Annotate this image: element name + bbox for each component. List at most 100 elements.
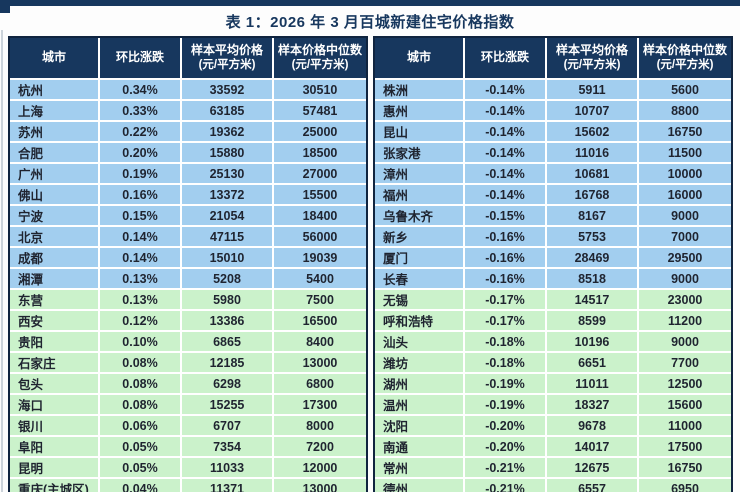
median-price-cell: 12500: [639, 374, 731, 395]
col-header-avg-price: 样本平均价格 (元/平方米): [547, 38, 639, 80]
median-price-cell: 13000: [274, 353, 366, 374]
city-cell: 阜阳: [10, 437, 100, 458]
table-row: 南通 -0.20% 14017 17500: [375, 437, 731, 458]
avg-price-cell: 21054: [182, 206, 274, 227]
change-cell: -0.19%: [465, 374, 547, 395]
change-cell: 0.13%: [100, 290, 182, 311]
change-cell: 0.08%: [100, 374, 182, 395]
table-row: 呼和浩特 -0.17% 8599 11200: [375, 311, 731, 332]
avg-price-cell: 15880: [182, 143, 274, 164]
change-cell: 0.12%: [100, 311, 182, 332]
avg-price-cell: 25130: [182, 164, 274, 185]
price-table-right: 城市 环比涨跌 样本平均价格 (元/平方米) 样本价格中位数 (元/平方米) 株洲 -…: [373, 36, 733, 492]
median-price-cell: 57481: [274, 101, 366, 122]
median-price-cell: 8800: [639, 101, 731, 122]
change-cell: 0.22%: [100, 122, 182, 143]
tables-container: 城市 环比涨跌 样本平均价格 (元/平方米) 样本价格中位数 (元/平方米) 杭州 0…: [8, 36, 733, 492]
table-row: 湖州 -0.19% 11011 12500: [375, 374, 731, 395]
table-row: 张家港 -0.14% 11016 11500: [375, 143, 731, 164]
median-price-cell: 6800: [274, 374, 366, 395]
table-row: 佛山 0.16% 13372 15500: [10, 185, 366, 206]
city-cell: 昆明: [10, 458, 100, 479]
city-cell: 新乡: [375, 227, 465, 248]
avg-price-cell: 19362: [182, 122, 274, 143]
change-cell: 0.04%: [100, 479, 182, 492]
median-price-cell: 23000: [639, 290, 731, 311]
top-left-mark: [0, 0, 10, 13]
avg-price-cell: 6651: [547, 353, 639, 374]
change-cell: 0.13%: [100, 269, 182, 290]
median-price-cell: 15500: [274, 185, 366, 206]
city-cell: 佛山: [10, 185, 100, 206]
change-cell: -0.18%: [465, 332, 547, 353]
avg-price-cell: 9678: [547, 416, 639, 437]
table-row: 西安 0.12% 13386 16500: [10, 311, 366, 332]
table-row: 合肥 0.20% 15880 18500: [10, 143, 366, 164]
avg-price-cell: 15255: [182, 395, 274, 416]
median-price-cell: 27000: [274, 164, 366, 185]
city-cell: 福州: [375, 185, 465, 206]
city-cell: 北京: [10, 227, 100, 248]
col-header-city: 城市: [375, 38, 465, 80]
avg-price-cell: 6865: [182, 332, 274, 353]
median-price-cell: 17300: [274, 395, 366, 416]
change-cell: -0.14%: [465, 185, 547, 206]
median-price-cell: 19039: [274, 248, 366, 269]
median-price-cell: 16750: [639, 122, 731, 143]
table-row: 新乡 -0.16% 5753 7000: [375, 227, 731, 248]
change-cell: -0.21%: [465, 458, 547, 479]
table-row: 潍坊 -0.18% 6651 7700: [375, 353, 731, 374]
city-cell: 西安: [10, 311, 100, 332]
city-cell: 温州: [375, 395, 465, 416]
table-row: 无锡 -0.17% 14517 23000: [375, 290, 731, 311]
change-cell: -0.15%: [465, 206, 547, 227]
median-price-cell: 9000: [639, 269, 731, 290]
change-cell: 0.14%: [100, 227, 182, 248]
table-row: 惠州 -0.14% 10707 8800: [375, 101, 731, 122]
avg-price-cell: 6557: [547, 479, 639, 492]
city-cell: 常州: [375, 458, 465, 479]
median-price-cell: 8000: [274, 416, 366, 437]
avg-price-cell: 11371: [182, 479, 274, 492]
table-row: 汕头 -0.18% 10196 9000: [375, 332, 731, 353]
change-cell: 0.34%: [100, 80, 182, 101]
change-cell: -0.14%: [465, 122, 547, 143]
avg-price-cell: 10196: [547, 332, 639, 353]
city-cell: 株洲: [375, 80, 465, 101]
median-price-cell: 8400: [274, 332, 366, 353]
page-edge-line: [1, 30, 3, 492]
city-cell: 呼和浩特: [375, 311, 465, 332]
change-cell: -0.14%: [465, 164, 547, 185]
table-title: 表 1：2026 年 3 月百城新建住宅价格指数: [225, 14, 515, 31]
price-table-left: 城市 环比涨跌 样本平均价格 (元/平方米) 样本价格中位数 (元/平方米) 杭州 0…: [8, 36, 368, 492]
city-cell: 德州: [375, 479, 465, 492]
avg-price-cell: 14517: [547, 290, 639, 311]
median-price-cell: 29500: [639, 248, 731, 269]
median-price-cell: 7500: [274, 290, 366, 311]
table-row: 海口 0.08% 15255 17300: [10, 395, 366, 416]
change-cell: -0.14%: [465, 101, 547, 122]
avg-price-cell: 10707: [547, 101, 639, 122]
avg-price-cell: 5980: [182, 290, 274, 311]
median-price-cell: 18400: [274, 206, 366, 227]
city-cell: 银川: [10, 416, 100, 437]
avg-price-cell: 8167: [547, 206, 639, 227]
table-row: 包头 0.08% 6298 6800: [10, 374, 366, 395]
avg-price-cell: 28469: [547, 248, 639, 269]
table-row: 北京 0.14% 47115 56000: [10, 227, 366, 248]
city-cell: 潍坊: [375, 353, 465, 374]
city-cell: 乌鲁木齐: [375, 206, 465, 227]
avg-price-cell: 8599: [547, 311, 639, 332]
change-cell: 0.20%: [100, 143, 182, 164]
avg-price-cell: 6707: [182, 416, 274, 437]
change-cell: -0.16%: [465, 248, 547, 269]
change-cell: 0.08%: [100, 353, 182, 374]
avg-price-cell: 33592: [182, 80, 274, 101]
table-row: 漳州 -0.14% 10681 10000: [375, 164, 731, 185]
city-cell: 汕头: [375, 332, 465, 353]
avg-price-cell: 11016: [547, 143, 639, 164]
table-row: 苏州 0.22% 19362 25000: [10, 122, 366, 143]
city-cell: 石家庄: [10, 353, 100, 374]
table-row: 常州 -0.21% 12675 16750: [375, 458, 731, 479]
